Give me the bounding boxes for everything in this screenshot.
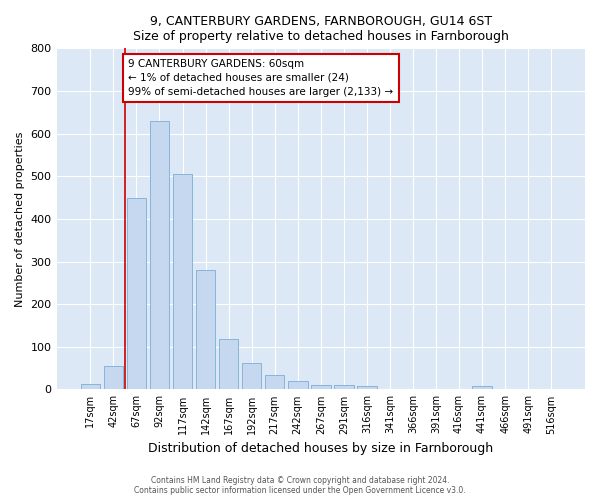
Bar — [80, 384, 100, 390]
Bar — [173, 174, 193, 390]
Bar — [127, 198, 146, 390]
Bar — [334, 385, 353, 390]
Bar — [288, 381, 308, 390]
Bar — [242, 362, 262, 390]
Bar — [104, 366, 123, 390]
X-axis label: Distribution of detached houses by size in Farnborough: Distribution of detached houses by size … — [148, 442, 493, 455]
Y-axis label: Number of detached properties: Number of detached properties — [15, 131, 25, 306]
Title: 9, CANTERBURY GARDENS, FARNBOROUGH, GU14 6ST
Size of property relative to detach: 9, CANTERBURY GARDENS, FARNBOROUGH, GU14… — [133, 15, 509, 43]
Bar — [149, 121, 169, 390]
Bar — [265, 374, 284, 390]
Bar — [219, 339, 238, 390]
Bar — [472, 386, 492, 390]
Bar — [311, 385, 331, 390]
Bar — [196, 270, 215, 390]
Text: Contains HM Land Registry data © Crown copyright and database right 2024.
Contai: Contains HM Land Registry data © Crown c… — [134, 476, 466, 495]
Bar — [357, 386, 377, 390]
Text: 9 CANTERBURY GARDENS: 60sqm
← 1% of detached houses are smaller (24)
99% of semi: 9 CANTERBURY GARDENS: 60sqm ← 1% of deta… — [128, 59, 394, 97]
